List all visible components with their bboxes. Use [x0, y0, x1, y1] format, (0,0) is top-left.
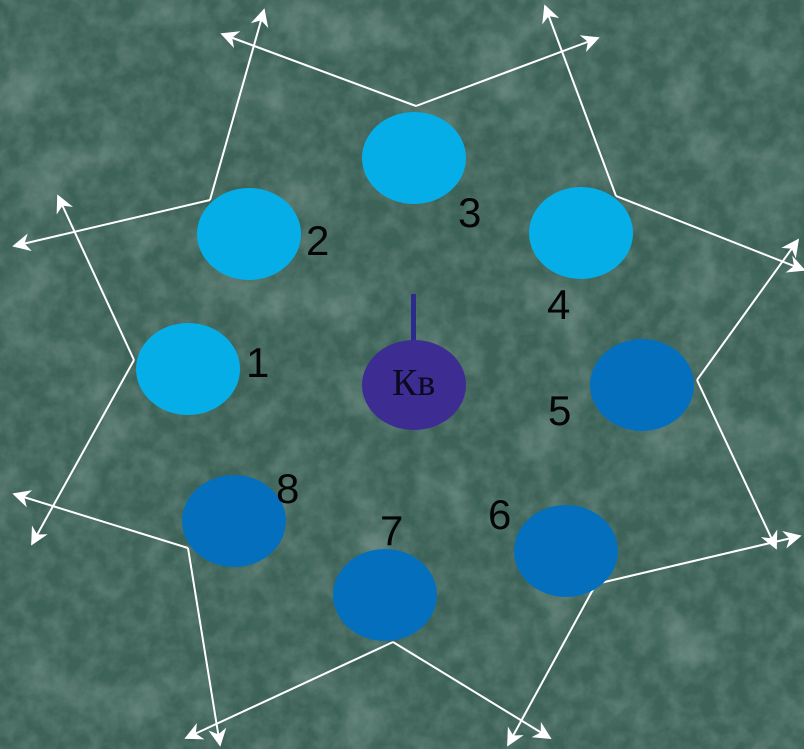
arrow [507, 583, 597, 747]
arrow [595, 530, 802, 585]
arrow [415, 35, 600, 107]
plot-3 [362, 112, 466, 204]
arrow [615, 195, 804, 273]
arrow [12, 490, 189, 549]
arrow [392, 641, 552, 739]
plot-8 [182, 475, 286, 567]
arrow [696, 238, 800, 381]
arrow [56, 194, 135, 361]
center-point [362, 340, 466, 430]
arrow [12, 199, 211, 252]
arrow [187, 547, 227, 747]
center-stake [411, 294, 416, 344]
arrow [542, 4, 617, 197]
plot-6 [514, 505, 618, 597]
plot-1 [136, 323, 240, 415]
center-label: Кв [392, 362, 436, 404]
arrow [184, 641, 394, 740]
boundary-arrows [12, 4, 804, 747]
arrow [696, 379, 778, 550]
plot-2 [197, 188, 301, 280]
plot-5 [590, 339, 694, 431]
arrow [209, 8, 269, 201]
arrow [31, 359, 135, 546]
plot-4 [529, 187, 633, 279]
plot-7 [333, 549, 437, 641]
